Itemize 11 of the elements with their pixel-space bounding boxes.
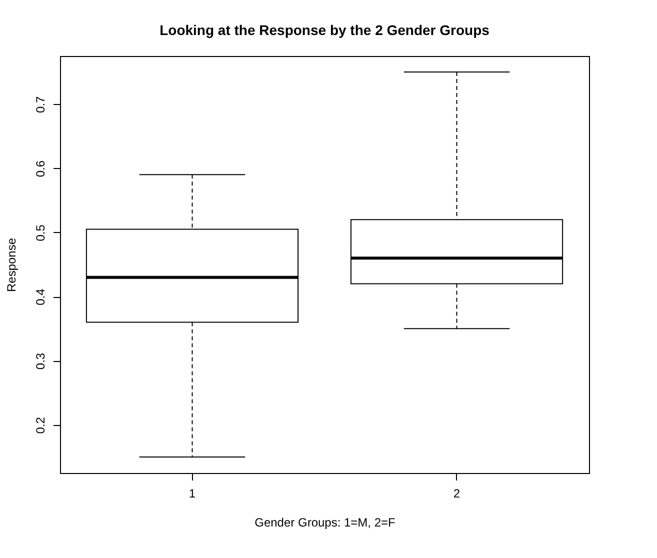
y-tick-label: 0.6 bbox=[34, 160, 48, 178]
y-tick-label: 0.5 bbox=[34, 224, 48, 242]
x-axis-title: Gender Groups: 1=M, 2=F bbox=[254, 516, 396, 530]
y-axis-title: Response bbox=[4, 238, 18, 292]
y-tick-label: 0.7 bbox=[34, 96, 48, 113]
y-tick-label: 0.3 bbox=[34, 352, 48, 370]
chart-title: Looking at the Response by the 2 Gender Groups bbox=[160, 22, 490, 38]
y-tick-label: 0.4 bbox=[34, 288, 48, 306]
x-tick-label: 1 bbox=[188, 486, 196, 500]
x-tick-label: 2 bbox=[453, 486, 460, 500]
y-tick-label: 0.2 bbox=[34, 416, 48, 434]
